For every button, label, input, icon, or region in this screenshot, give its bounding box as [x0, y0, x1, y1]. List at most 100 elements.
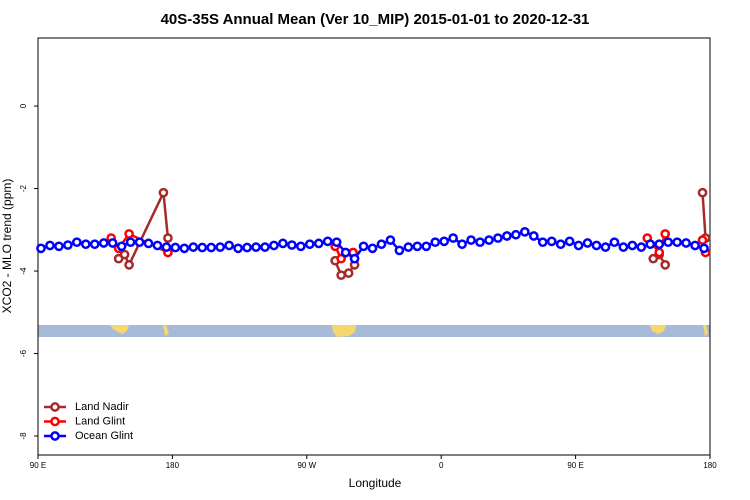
point — [269, 240, 279, 251]
point — [251, 242, 261, 252]
point — [430, 237, 441, 248]
legend-label: Land Glint — [75, 415, 125, 427]
point — [322, 236, 333, 247]
point — [98, 238, 109, 248]
point — [260, 242, 270, 252]
point — [403, 242, 414, 252]
point — [313, 238, 324, 249]
point — [654, 247, 665, 258]
point — [197, 242, 208, 253]
point — [233, 243, 243, 254]
point — [690, 240, 700, 251]
point — [36, 243, 46, 254]
point — [636, 242, 647, 252]
point — [627, 240, 638, 251]
point — [519, 227, 530, 237]
point — [278, 238, 288, 249]
legend-label: Land Nadir — [75, 401, 129, 413]
point — [340, 247, 351, 258]
point — [107, 238, 118, 248]
point — [343, 268, 354, 278]
point — [63, 240, 73, 250]
point — [663, 237, 674, 248]
point — [546, 236, 557, 247]
legend-label: Ocean Glint — [75, 430, 133, 442]
point — [163, 233, 173, 243]
point — [376, 239, 387, 250]
point — [609, 237, 620, 248]
point — [394, 245, 405, 256]
point — [179, 243, 190, 254]
point — [466, 235, 476, 245]
point — [119, 249, 130, 260]
x-tick-label: 90 E — [567, 461, 583, 470]
point — [349, 253, 360, 264]
point — [564, 236, 575, 247]
point — [511, 229, 521, 240]
point — [618, 242, 629, 252]
point — [134, 237, 145, 248]
point — [660, 260, 671, 270]
point — [188, 242, 199, 252]
point — [412, 241, 423, 252]
point — [484, 235, 494, 245]
point — [124, 229, 134, 239]
point — [475, 237, 485, 248]
point — [242, 242, 252, 253]
y-tick-label: -8 — [19, 432, 28, 440]
point — [206, 242, 217, 253]
point — [555, 239, 566, 250]
legend-marker — [50, 431, 60, 441]
point — [224, 240, 234, 251]
point — [672, 237, 682, 248]
point — [421, 241, 432, 252]
point — [448, 233, 458, 243]
chart-title: 40S-35S Annual Mean (Ver 10_MIP) 2015-01… — [161, 11, 590, 28]
point — [358, 241, 369, 252]
point — [367, 243, 378, 254]
point — [591, 240, 602, 251]
point — [681, 238, 691, 248]
point — [125, 237, 136, 248]
point — [170, 242, 181, 253]
legend-marker — [50, 416, 60, 427]
point — [161, 242, 172, 252]
point — [600, 242, 611, 252]
x-tick-label: 180 — [703, 461, 717, 470]
point — [439, 236, 450, 247]
point — [331, 237, 342, 248]
point — [54, 241, 64, 252]
point — [116, 241, 127, 252]
point — [654, 239, 665, 250]
point — [573, 240, 584, 251]
point — [582, 238, 593, 248]
point — [304, 239, 315, 250]
legend-marker — [50, 402, 60, 412]
point — [71, 237, 82, 248]
point — [645, 239, 656, 250]
point — [537, 237, 548, 248]
point — [287, 240, 297, 250]
map-strip — [38, 325, 710, 337]
point — [295, 241, 306, 252]
point — [45, 240, 55, 251]
point — [697, 235, 708, 245]
x-tick-label: 90 W — [297, 461, 316, 470]
point — [124, 260, 134, 270]
y-axis-label: XCO2 - MLO trend (ppm) — [0, 179, 14, 314]
y-tick-label: -6 — [19, 349, 28, 357]
point — [660, 229, 671, 239]
point — [215, 242, 226, 252]
point — [336, 253, 346, 264]
y-tick-label: -2 — [19, 184, 28, 192]
point — [528, 231, 539, 241]
y-tick-label: 0 — [19, 103, 28, 108]
point — [89, 239, 100, 250]
point — [699, 243, 709, 254]
x-tick-label: 90 E — [30, 461, 46, 470]
y-tick-label: -4 — [19, 267, 28, 275]
x-tick-label: 180 — [166, 461, 180, 470]
point — [152, 240, 163, 251]
